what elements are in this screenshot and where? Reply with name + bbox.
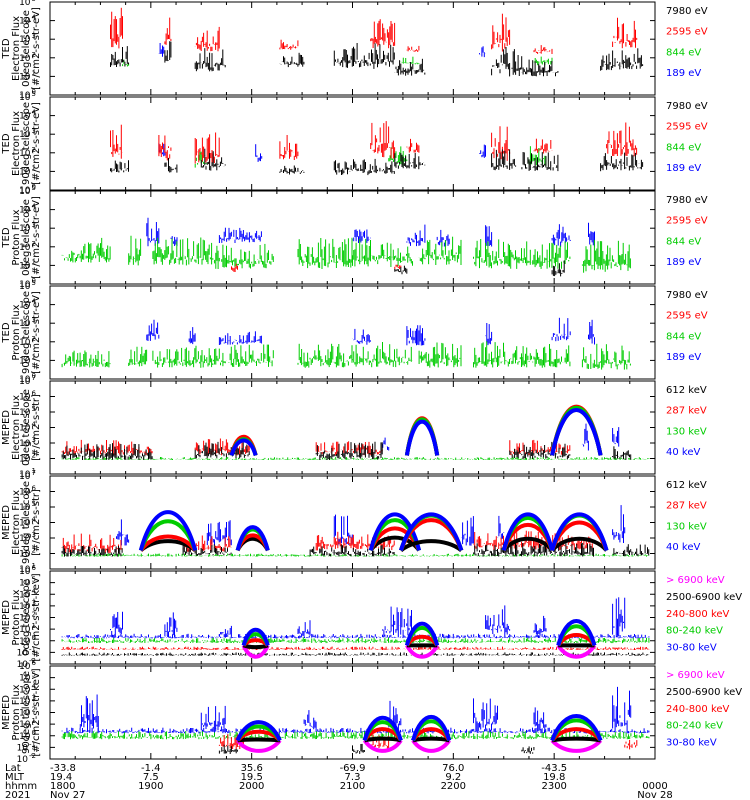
legend-entry: 7980 eV [666, 195, 708, 206]
y-axis-label: TEDElectron Flux0deg telescope[#/cm2-s-s… [1, 7, 42, 90]
series-4 [61, 597, 650, 639]
legend-entry: 287 keV [666, 501, 707, 512]
legend-entry: 189 eV [666, 352, 701, 363]
legend-entry: 189 eV [666, 163, 701, 174]
legend-entry: 2595 eV [666, 216, 708, 227]
peak-arc [404, 419, 440, 456]
y-axis-label: TEDElectron Flux90deg telescope[#/cm2-s-… [1, 102, 42, 185]
legend-entry: 2595 eV [666, 27, 708, 38]
series-2 [61, 341, 631, 370]
panel-frame [49, 96, 656, 191]
peak-arc [139, 534, 197, 552]
peak-arc [550, 512, 609, 551]
legend-entry: 844 eV [666, 331, 701, 342]
legend-entry: 189 eV [666, 257, 701, 268]
series-3 [146, 317, 595, 346]
legend-entry: 7980 eV [666, 101, 708, 112]
legend-entry: 7980 eV [666, 6, 708, 17]
series-0 [61, 441, 632, 460]
y-axis-label: TEDProton Flux0deg telescope[#/cm2-s-str… [1, 196, 42, 279]
legend-entry: 2595 eV [666, 122, 708, 133]
legend-entry: 844 eV [666, 236, 701, 247]
series-0 [110, 148, 644, 176]
y-axis-label: MEPEDElectron Flux90deg telescope[#/cm2-… [1, 481, 42, 564]
legend-entry: 612 keV [666, 385, 707, 396]
peak-arc [501, 512, 555, 551]
series-2 [122, 56, 553, 67]
series-0 [61, 542, 650, 557]
legend-entry: 40 keV [666, 447, 700, 458]
peak-arc [550, 536, 609, 552]
peak-arc [550, 408, 603, 456]
y-axis-label: MEPEDProton Flux0deg telescope[#/cm2-s-s… [1, 573, 42, 661]
y-axis-label: MEPEDElectron Flux0deg telescope[#/cm2-s… [1, 389, 42, 466]
series-2 [61, 235, 631, 273]
y-axis-label: TEDProton Flux90deg telescope[#/cm2-s-st… [1, 291, 42, 374]
legend-entry: 40 keV [666, 542, 700, 553]
legend-entry: 612 keV [666, 480, 707, 491]
y-tick-label: 105 [19, 0, 36, 8]
peak-arc [399, 539, 463, 553]
panel-frame [49, 380, 656, 475]
series-0 [394, 260, 565, 277]
legend-entry: 130 keV [666, 426, 707, 437]
series-1 [110, 7, 638, 54]
series-1 [231, 263, 402, 272]
series-0 [110, 41, 644, 77]
peak-arc [138, 510, 198, 551]
series-1 [61, 438, 571, 456]
peak-arc [229, 438, 258, 457]
series-3 [158, 43, 486, 58]
peak-arc [235, 525, 270, 551]
legend-entry: 844 eV [666, 142, 701, 153]
panel-7: 10-210-1100101102103104105106MEPEDProton… [1, 564, 742, 670]
legend-entry: 7980 eV [666, 290, 708, 301]
series-2 [61, 457, 650, 460]
legend-entry: 130 keV [666, 521, 707, 532]
peak-arc [368, 512, 422, 551]
legend-entry: 189 eV [666, 68, 701, 79]
series-3 [158, 143, 486, 162]
peak-arc [398, 512, 464, 552]
legend-entry: 844 eV [666, 47, 701, 58]
legend-entry: 2595 eV [666, 311, 708, 322]
series-3 [382, 423, 620, 451]
legend-entry: 287 keV [666, 406, 707, 417]
